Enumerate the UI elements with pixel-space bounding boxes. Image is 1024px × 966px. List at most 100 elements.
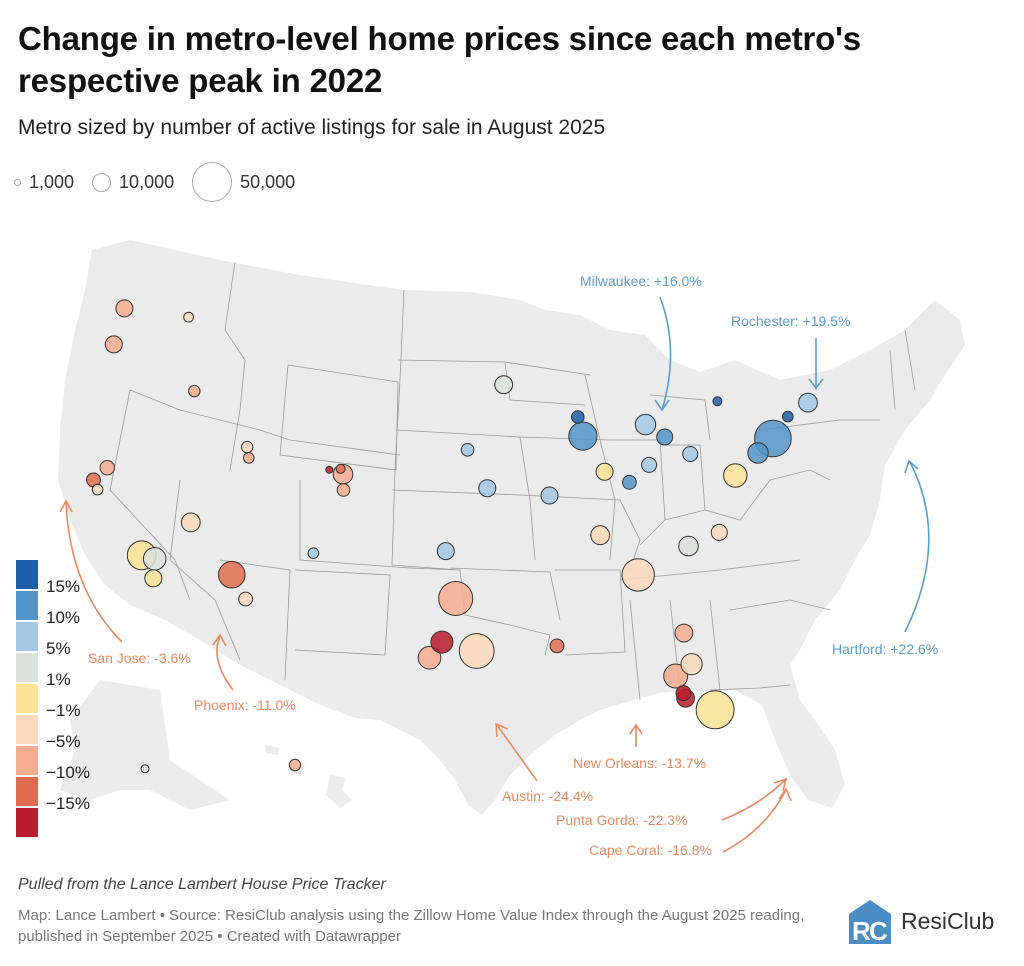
metro-dot[interactable] xyxy=(540,486,559,505)
metro-dot[interactable] xyxy=(115,299,134,318)
metro-dot[interactable] xyxy=(590,525,611,546)
punta-gorda-arrow xyxy=(721,779,786,821)
color-legend-swatch xyxy=(16,777,38,806)
san-jose-arrow xyxy=(65,501,123,643)
state-border xyxy=(109,389,191,601)
state-border xyxy=(709,684,791,691)
metro-dot[interactable] xyxy=(325,465,334,474)
phoenix-arrow xyxy=(216,635,234,691)
size-legend-label: 10,000 xyxy=(119,171,175,192)
metro-dot[interactable] xyxy=(682,446,699,462)
san-jose-arrowhead xyxy=(59,499,73,513)
state-border xyxy=(629,599,641,701)
metro-dot[interactable] xyxy=(663,663,689,689)
color-legend-label: 15% xyxy=(46,577,81,596)
metro-dot[interactable] xyxy=(335,463,346,474)
us-map xyxy=(58,240,965,853)
metro-dot[interactable] xyxy=(712,396,723,407)
metro-dot[interactable] xyxy=(680,653,703,676)
metro-dot[interactable] xyxy=(695,690,735,730)
metro-dot[interactable] xyxy=(218,560,246,589)
size-legend: 1,000 10,000 50,000 xyxy=(14,160,305,204)
metro-dot[interactable] xyxy=(144,569,163,588)
metro-dot[interactable] xyxy=(634,413,657,436)
size-legend-label: 50,000 xyxy=(240,171,296,192)
phoenix-arrowhead xyxy=(212,633,227,647)
size-legend-circle-small xyxy=(14,178,21,186)
state-border xyxy=(729,599,831,611)
metro-dot[interactable] xyxy=(336,483,351,497)
metro-dot[interactable] xyxy=(438,581,474,616)
metro-dot[interactable] xyxy=(798,392,818,413)
metro-dot[interactable] xyxy=(458,633,495,669)
annotation-arrows xyxy=(59,296,930,853)
metro-dot[interactable] xyxy=(621,558,655,592)
color-legend-swatch xyxy=(16,622,38,651)
metro-dot[interactable] xyxy=(436,542,455,561)
metro-dot[interactable] xyxy=(656,428,674,446)
new-orleans-arrowhead xyxy=(629,723,643,735)
metro-dot[interactable] xyxy=(430,630,454,654)
alaska-shape xyxy=(60,680,230,810)
metro-dot[interactable] xyxy=(549,638,565,654)
metro-dots xyxy=(86,299,818,774)
metro-dot[interactable] xyxy=(622,474,637,490)
state-border xyxy=(704,469,831,521)
color-legend-label: −15% xyxy=(46,794,90,813)
metro-dot[interactable] xyxy=(710,523,728,541)
metro-dot[interactable] xyxy=(723,463,748,488)
annotation-austin: Austin: -24.4% xyxy=(502,788,594,804)
metro-dot[interactable] xyxy=(678,535,699,557)
footer-source: Map: Lance Lambert • Source: ResiClub an… xyxy=(18,907,805,945)
metro-dot[interactable] xyxy=(595,462,614,481)
metro-dot[interactable] xyxy=(417,645,442,670)
annotation-hartford: Hartford: +22.6% xyxy=(832,641,939,657)
metro-dot[interactable] xyxy=(288,758,302,772)
metro-dot[interactable] xyxy=(494,375,514,395)
size-legend-item: 1,000 xyxy=(14,172,74,193)
metro-dot[interactable] xyxy=(674,623,694,643)
metro-dot[interactable] xyxy=(241,440,254,454)
metro-dot[interactable] xyxy=(183,311,195,323)
metro-dot[interactable] xyxy=(243,452,255,464)
metro-dot[interactable] xyxy=(104,335,123,354)
state-border xyxy=(660,444,706,521)
footer-note: Pulled from the Lance Lambert House Pric… xyxy=(18,876,386,893)
metro-dot[interactable] xyxy=(140,764,150,774)
metro-dot[interactable] xyxy=(460,443,475,457)
state-border xyxy=(129,389,401,456)
austin-arrowhead xyxy=(495,722,509,738)
state-border xyxy=(610,439,666,546)
size-legend-item: 10,000 xyxy=(92,172,174,193)
annotation-new-orleans: New Orleans: -13.7% xyxy=(573,755,707,771)
annotation-phoenix: Phoenix: -11.0% xyxy=(194,697,296,713)
svg-text:R: R xyxy=(852,916,871,944)
metro-dot[interactable] xyxy=(307,547,320,560)
metro-dot[interactable] xyxy=(99,460,116,476)
metro-dot[interactable] xyxy=(641,456,658,473)
resiclub-logo: R C ResiClub xyxy=(847,898,994,944)
metro-dot[interactable] xyxy=(91,483,104,496)
metro-dot[interactable] xyxy=(180,512,201,533)
metro-dot[interactable] xyxy=(675,685,692,702)
metro-dot[interactable] xyxy=(747,442,769,464)
metro-dot[interactable] xyxy=(188,384,201,398)
metro-dot[interactable] xyxy=(782,410,794,423)
state-border xyxy=(904,329,916,391)
cape-coral-arrowhead xyxy=(778,787,792,802)
color-legend-swatch xyxy=(16,591,38,620)
color-legend-swatch xyxy=(16,684,38,713)
chart-title: Change in metro-level home prices since … xyxy=(18,20,861,99)
state-border xyxy=(219,559,291,681)
metro-dot[interactable] xyxy=(478,479,497,498)
rochester-arrowhead xyxy=(808,378,824,390)
metro-dot[interactable] xyxy=(238,591,254,607)
color-legend-swatch xyxy=(16,653,38,682)
state-border xyxy=(555,569,626,656)
metro-dot[interactable] xyxy=(568,421,598,451)
hartford-arrow xyxy=(904,461,930,633)
state-border xyxy=(519,436,536,561)
metro-dot[interactable] xyxy=(142,547,167,571)
hawaii-shape xyxy=(265,745,352,808)
metro-dot[interactable] xyxy=(571,410,585,424)
